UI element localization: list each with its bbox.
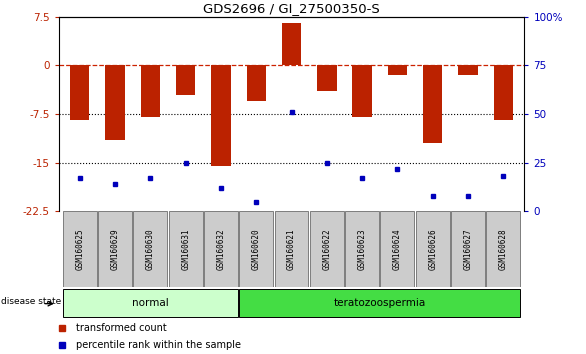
Bar [416,211,449,287]
Bar [211,65,231,166]
Bar [493,65,513,120]
Bar [275,211,308,287]
Bar [63,211,97,287]
Text: normal: normal [132,298,169,308]
Bar [310,211,344,287]
Title: GDS2696 / GI_27500350-S: GDS2696 / GI_27500350-S [203,2,380,16]
Text: percentile rank within the sample: percentile rank within the sample [76,340,241,350]
Bar [282,23,301,65]
Bar [486,211,520,287]
Bar [141,65,160,117]
Text: GSM160621: GSM160621 [287,229,296,270]
Bar [388,65,407,75]
Bar [63,289,238,317]
Bar [105,65,125,140]
Bar [204,211,238,287]
Bar [239,211,273,287]
Text: GSM160624: GSM160624 [393,229,402,270]
Text: GSM160628: GSM160628 [499,229,508,270]
Text: teratozoospermia: teratozoospermia [333,298,426,308]
Bar [352,65,372,117]
Bar [247,65,266,101]
Bar [169,211,203,287]
Bar [98,211,132,287]
Text: GSM160622: GSM160622 [322,229,331,270]
Text: GSM160630: GSM160630 [146,229,155,270]
Text: GSM160620: GSM160620 [252,229,261,270]
Text: GSM160629: GSM160629 [111,229,120,270]
Text: GSM160626: GSM160626 [428,229,437,270]
Text: GSM160632: GSM160632 [216,229,226,270]
Text: transformed count: transformed count [76,323,167,333]
Text: GSM160625: GSM160625 [75,229,84,270]
Bar [176,65,195,95]
Bar [458,65,478,75]
Bar [239,289,520,317]
Text: GSM160627: GSM160627 [464,229,472,270]
Bar [317,65,336,91]
Text: disease state: disease state [1,297,62,306]
Bar [451,211,485,287]
Text: GSM160623: GSM160623 [357,229,367,270]
Text: GSM160631: GSM160631 [181,229,190,270]
Bar [345,211,379,287]
Bar [380,211,414,287]
Bar [423,65,442,143]
Bar [134,211,168,287]
Bar [70,65,90,120]
